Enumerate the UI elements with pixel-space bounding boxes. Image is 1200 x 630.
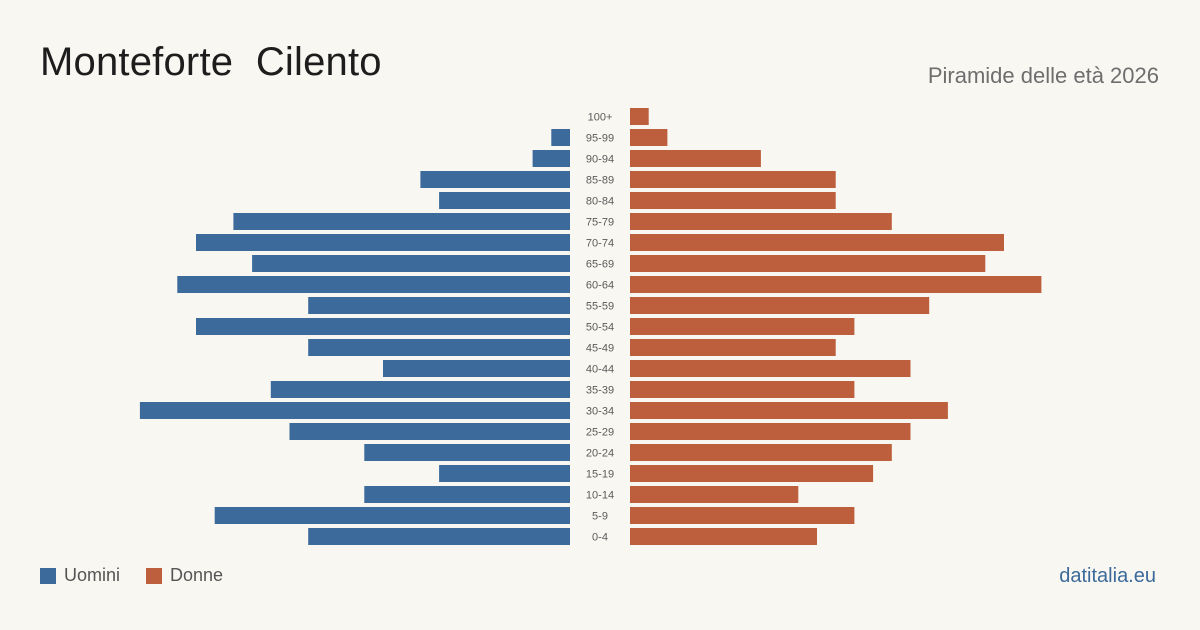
age-label-5-9: 5-9 bbox=[592, 511, 608, 523]
bar-female-40-44 bbox=[630, 360, 911, 377]
source-link[interactable]: datitalia.eu bbox=[1059, 565, 1156, 587]
bar-male-95-99 bbox=[551, 129, 570, 146]
bar-female-5-9 bbox=[630, 507, 855, 524]
legend-swatch-male bbox=[40, 567, 56, 584]
age-label-75-79: 75-79 bbox=[586, 217, 614, 229]
bar-female-0-4 bbox=[630, 528, 817, 545]
legend-label-female: Donne bbox=[170, 565, 224, 585]
bar-female-70-74 bbox=[630, 234, 1004, 251]
bar-female-90-94 bbox=[630, 150, 761, 167]
age-label-45-49: 45-49 bbox=[586, 343, 614, 355]
age-label-85-89: 85-89 bbox=[586, 175, 614, 187]
bar-male-55-59 bbox=[308, 297, 570, 314]
age-label-50-54: 50-54 bbox=[586, 322, 614, 334]
bar-male-5-9 bbox=[214, 507, 570, 524]
legend-item-male: Uomini bbox=[40, 565, 120, 586]
bar-female-100+ bbox=[630, 108, 649, 125]
bar-male-0-4 bbox=[308, 528, 570, 545]
bar-female-60-64 bbox=[630, 276, 1042, 293]
bar-male-10-14 bbox=[364, 486, 570, 503]
bar-female-85-89 bbox=[630, 171, 836, 188]
bar-male-70-74 bbox=[196, 234, 570, 251]
bar-female-55-59 bbox=[630, 297, 930, 314]
legend-label-male: Uomini bbox=[64, 565, 121, 585]
age-label-60-64: 60-64 bbox=[586, 280, 614, 292]
bar-male-15-19 bbox=[439, 465, 570, 482]
bar-male-50-54 bbox=[196, 318, 570, 335]
bar-male-25-29 bbox=[289, 423, 570, 440]
bar-male-40-44 bbox=[383, 360, 570, 377]
age-label-65-69: 65-69 bbox=[586, 259, 614, 271]
bar-female-50-54 bbox=[630, 318, 855, 335]
bar-male-90-94 bbox=[532, 150, 570, 167]
chart-subtitle: Piramide delle età 2026 bbox=[927, 63, 1159, 88]
bar-female-75-79 bbox=[630, 213, 892, 230]
age-label-70-74: 70-74 bbox=[586, 238, 614, 250]
age-label-10-14: 10-14 bbox=[586, 490, 614, 502]
age-label-35-39: 35-39 bbox=[586, 385, 614, 397]
bar-male-85-89 bbox=[420, 171, 570, 188]
bar-female-45-49 bbox=[630, 339, 836, 356]
age-label-0-4: 0-4 bbox=[592, 532, 608, 544]
bar-female-95-99 bbox=[630, 129, 668, 146]
bar-female-30-34 bbox=[630, 402, 948, 419]
age-label-80-84: 80-84 bbox=[586, 196, 614, 208]
legend: Uomini Donne bbox=[40, 565, 241, 586]
bar-male-20-24 bbox=[364, 444, 570, 461]
bar-male-65-69 bbox=[252, 255, 570, 272]
age-label-15-19: 15-19 bbox=[586, 469, 614, 481]
legend-item-female: Donne bbox=[146, 565, 223, 586]
age-label-90-94: 90-94 bbox=[586, 154, 614, 166]
bar-male-45-49 bbox=[308, 339, 570, 356]
bar-male-75-79 bbox=[233, 213, 570, 230]
chart-title: Monteforte Cilento bbox=[40, 40, 382, 84]
bar-female-80-84 bbox=[630, 192, 836, 209]
age-label-55-59: 55-59 bbox=[586, 301, 614, 313]
bar-female-65-69 bbox=[630, 255, 986, 272]
age-label-30-34: 30-34 bbox=[586, 406, 614, 418]
bar-female-25-29 bbox=[630, 423, 911, 440]
age-label-25-29: 25-29 bbox=[586, 427, 614, 439]
bar-female-10-14 bbox=[630, 486, 799, 503]
age-label-100+: 100+ bbox=[588, 112, 613, 124]
bar-male-80-84 bbox=[439, 192, 570, 209]
bar-female-35-39 bbox=[630, 381, 855, 398]
age-label-20-24: 20-24 bbox=[586, 448, 614, 460]
age-label-40-44: 40-44 bbox=[586, 364, 614, 376]
bar-male-60-64 bbox=[177, 276, 571, 293]
bar-female-15-19 bbox=[630, 465, 874, 482]
bar-male-35-39 bbox=[270, 381, 570, 398]
bar-female-20-24 bbox=[630, 444, 892, 461]
population-pyramid-chart: 100+ 95-99 90-94 85-89 80-84 75-79 70-74 65-69 6… bbox=[139, 108, 1042, 545]
bar-male-30-34 bbox=[139, 402, 570, 419]
age-label-95-99: 95-99 bbox=[586, 133, 614, 145]
legend-swatch-female bbox=[146, 567, 163, 584]
